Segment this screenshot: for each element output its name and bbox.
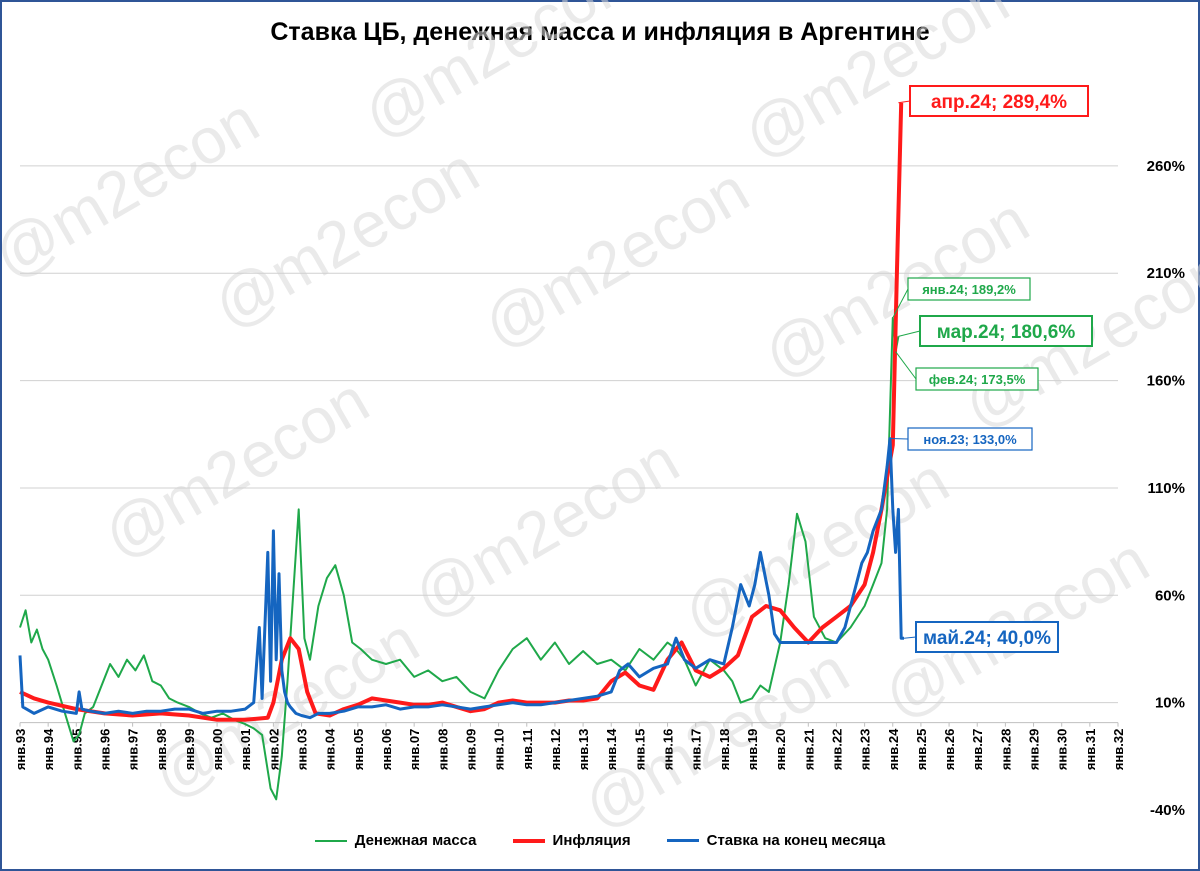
x-tick-label: янв.96 [97,729,112,771]
x-tick-label: янв.01 [238,729,253,771]
x-tick-label: янв.07 [407,729,422,771]
y-tick-label: 110% [1147,480,1185,497]
watermark-text: @m2econ [91,363,380,572]
annotation-label: янв.24; 189,2% [922,282,1016,297]
x-tick-label: янв.09 [463,729,478,771]
series-lines [18,102,904,801]
annotation-box [915,367,1039,391]
y-tick-label: 210% [1147,265,1185,282]
x-tick-label: янв.05 [351,729,366,771]
legend-item-rate: Ставка на конец месяца [666,832,886,849]
watermark-text: @m2econ [351,0,640,152]
series-line-money [19,316,900,801]
annotation-leader [895,351,917,380]
annotation-leader [898,100,911,104]
annotation-box [915,621,1059,653]
x-tick-label: янв.04 [323,728,338,770]
x-tick-label: янв.24 [886,728,901,770]
x-tick-label: янв.31 [1083,729,1098,771]
x-tick-label: янв.29 [1027,729,1042,771]
x-tick-label: янв.94 [41,728,56,770]
annotation-box [907,277,1031,301]
x-tick-label: янв.98 [154,729,169,771]
series-line-rate [18,437,904,720]
legend-label-money: Денежная масса [354,832,477,849]
x-tick-label: янв.23 [858,729,873,771]
x-tick-label: янв.00 [210,729,225,771]
series-line-inflation [19,102,904,722]
x-tick-label: янв.32 [1111,729,1126,771]
legend: Денежная масса Инфляция Ставка на конец … [0,832,1200,849]
x-tick-label: янв.20 [773,729,788,771]
legend-swatch-inflation [512,838,545,843]
legend-swatch-rate [666,839,699,842]
watermark-text: @m2econ [401,423,690,632]
annotation-label: фев.24; 173,5% [929,372,1026,387]
x-tick-label: янв.17 [689,729,704,771]
x-tick-label: янв.97 [126,729,141,771]
y-tick-label: 160% [1147,373,1185,390]
y-tick-label: -40% [1150,802,1185,819]
annotation-box [919,315,1093,347]
x-tick-label: янв.93 [13,729,28,771]
annotation-label: май.24; 40,0% [923,628,1051,649]
x-tick-label: янв.03 [295,729,310,771]
x-tick-label: янв.22 [829,729,844,771]
x-tick-label: янв.10 [492,729,507,771]
annotation-box [907,427,1033,451]
annotation-leader [903,636,917,639]
x-tick-label: янв.18 [717,729,732,771]
x-tick-label: янв.08 [435,729,450,771]
annotation-leader [898,330,921,337]
y-tick-label: 60% [1155,587,1185,604]
x-tick-label: янв.30 [1055,729,1070,771]
x-tick-label: янв.12 [548,729,563,771]
legend-swatch-money [314,839,347,842]
annotation-label: апр.24; 289,4% [931,92,1067,113]
legend-label-inflation: Инфляция [552,832,631,849]
annotation-box [909,85,1089,117]
y-tick-label: 260% [1147,158,1185,175]
gridlines [19,165,1119,727]
x-tick-label: янв.06 [379,729,394,771]
watermark-text: @m2econ [201,133,490,342]
x-tick-label: янв.26 [942,729,957,771]
x-axis-ticks: янв.93 янв.94 янв.95 янв.96 янв.97 янв.98 янв.… [13,728,1126,770]
annotation-label: ноя.23; 133,0% [923,432,1017,447]
x-tick-label: янв.14 [604,728,619,770]
legend-item-money: Денежная масса [314,832,477,849]
chart-title: Ставка ЦБ, денежная масса и инфляция в А… [270,18,930,46]
x-tick-label: янв.02 [266,729,281,771]
x-tick-label: янв.11 [520,729,535,770]
x-tick-label: янв.13 [576,729,591,771]
annotation-label: мар.24; 180,6% [937,322,1076,343]
x-tick-label: янв.21 [801,729,816,771]
annotation-leader [892,288,909,319]
x-tick-label: янв.15 [632,729,647,771]
watermark-text: @m2econ [0,83,270,292]
x-tick-label: янв.27 [970,729,985,771]
y-tick-label: 10% [1155,695,1185,712]
x-tick-label: янв.99 [182,729,197,771]
annotations: апр.24; 289,4% янв.24; 189,2% мар.24; 180,… [889,85,1093,653]
x-tick-label: янв.19 [745,729,760,771]
x-tick-label: янв.25 [914,729,929,771]
watermark-text: @m2econ [471,153,760,362]
x-tick-label: янв.16 [661,729,676,771]
legend-item-inflation: Инфляция [512,832,631,849]
y-axis-ticks: -40% 10% 60% 110% 160% 210% 260% [1147,158,1185,819]
x-tick-label: янв.28 [998,729,1013,771]
legend-label-rate: Ставка на конец месяца [706,832,886,849]
